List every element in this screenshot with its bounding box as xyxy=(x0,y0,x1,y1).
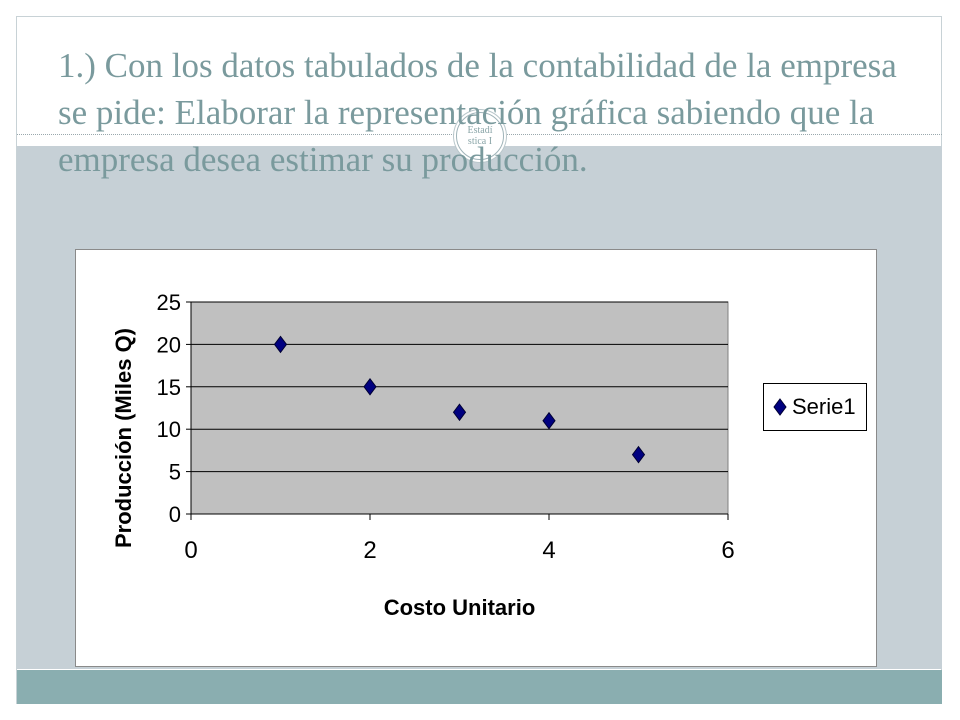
x-axis-title: Costo Unitario xyxy=(384,595,536,620)
slide-title: 1.) Con los datos tabulados de la contab… xyxy=(58,46,897,179)
y-axis-title: Producción (Miles Q) xyxy=(111,328,136,548)
y-tick-label: 15 xyxy=(157,375,181,400)
chart-svg: 0 5 10 15 20 25 0 2 4 6 Costo Unitario Producción (… xyxy=(111,290,735,620)
footer-band xyxy=(17,670,942,704)
data-point xyxy=(452,403,467,422)
x-tick-label: 0 xyxy=(184,537,197,564)
y-tick-label: 5 xyxy=(169,460,181,485)
legend-label: Serie1 xyxy=(792,394,856,419)
data-point xyxy=(542,411,556,430)
data-point xyxy=(363,377,377,396)
y-tick-label: 25 xyxy=(157,290,181,315)
legend-marker-icon xyxy=(773,398,787,416)
scatter-chart: 0 5 10 15 20 25 0 2 4 6 Costo Unitario Producción (… xyxy=(75,249,877,667)
course-badge: Estadí stica I xyxy=(456,112,504,160)
chart-legend: Serie1 xyxy=(763,383,867,431)
data-point xyxy=(631,445,646,464)
y-tick-label: 10 xyxy=(157,417,181,442)
x-tick-label: 6 xyxy=(721,537,734,564)
y-tick-label: 20 xyxy=(157,332,181,357)
x-tick-label: 2 xyxy=(363,537,376,564)
y-tick-label: 0 xyxy=(169,502,181,527)
x-tick-label: 4 xyxy=(542,537,555,564)
data-point xyxy=(273,335,288,354)
